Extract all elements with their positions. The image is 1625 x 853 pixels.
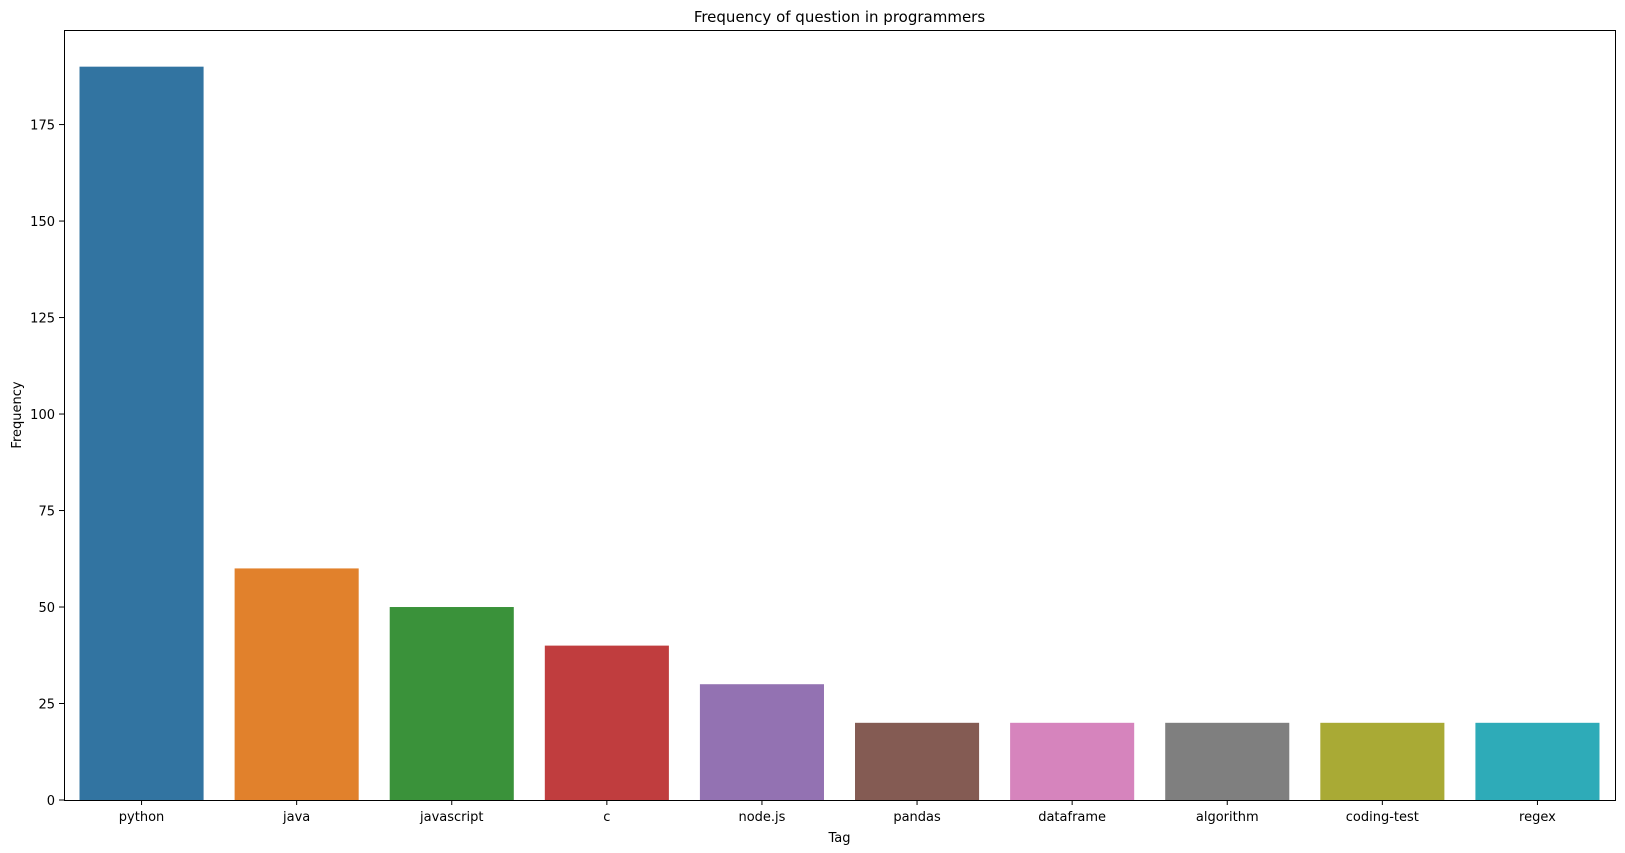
bar-node-js [699,684,824,800]
y-tick-label: 50 [38,601,55,616]
y-tick-label: 175 [30,119,55,134]
y-tick-label: 100 [30,408,55,423]
bar-java [234,568,359,800]
bar-regex [1475,722,1600,800]
bar-c [544,645,669,800]
x-tick-label: java [282,810,310,825]
x-tick-label: pandas [893,810,941,825]
x-tick-label: python [119,810,164,825]
bar-python [79,66,204,800]
bar-coding-test [1320,722,1445,800]
x-tick-label: coding-test [1346,810,1419,825]
y-tick-label: 150 [30,215,55,230]
y-tick-label: 25 [38,698,55,713]
y-tick-label: 75 [38,505,55,520]
y-tick-label: 125 [30,312,55,327]
bar-dataframe [1010,722,1135,800]
x-tick-label: dataframe [1038,810,1106,825]
y-tick-label: 0 [47,794,55,809]
x-axis: python java javascript c node.js pandas datafr… [119,800,1556,825]
plot-frame [64,30,1616,801]
x-axis-label: Tag [827,831,850,846]
bar-pandas [855,722,980,800]
x-tick-label: c [603,810,610,825]
bars-group [79,66,1600,800]
bar-javascript [389,607,514,800]
x-tick-label: node.js [738,810,785,825]
y-axis-label: Frequency [10,381,25,448]
x-tick-label: regex [1519,810,1556,825]
x-tick-label: algorithm [1196,810,1259,825]
bar-algorithm [1165,722,1290,800]
y-axis: 0 25 50 75 100 125 150 175 [30,119,64,809]
x-tick-label: javascript [419,810,483,825]
chart-title: Frequency of question in programmers [694,8,986,26]
